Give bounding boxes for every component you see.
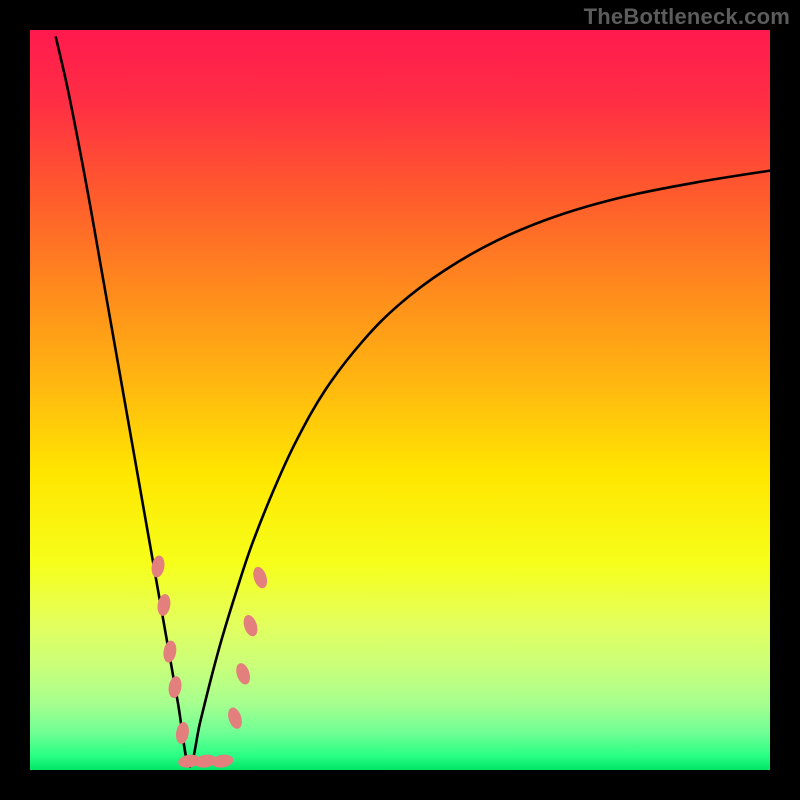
bottleneck-chart <box>0 0 800 800</box>
chart-root: TheBottleneck.com <box>0 0 800 800</box>
gradient-background <box>30 30 770 770</box>
